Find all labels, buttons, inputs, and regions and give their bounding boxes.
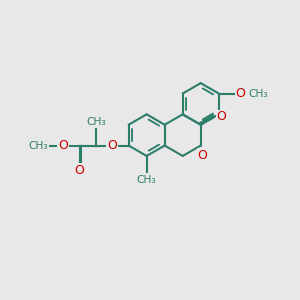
Text: O: O bbox=[197, 149, 207, 162]
Text: CH₃: CH₃ bbox=[86, 117, 106, 127]
Text: CH₃: CH₃ bbox=[248, 88, 268, 98]
Text: O: O bbox=[236, 87, 245, 100]
Text: O: O bbox=[58, 139, 68, 152]
Text: O: O bbox=[107, 139, 117, 152]
Text: CH₃: CH₃ bbox=[29, 140, 48, 151]
Text: O: O bbox=[217, 110, 226, 123]
Text: O: O bbox=[75, 164, 85, 177]
Text: CH₃: CH₃ bbox=[137, 175, 157, 185]
